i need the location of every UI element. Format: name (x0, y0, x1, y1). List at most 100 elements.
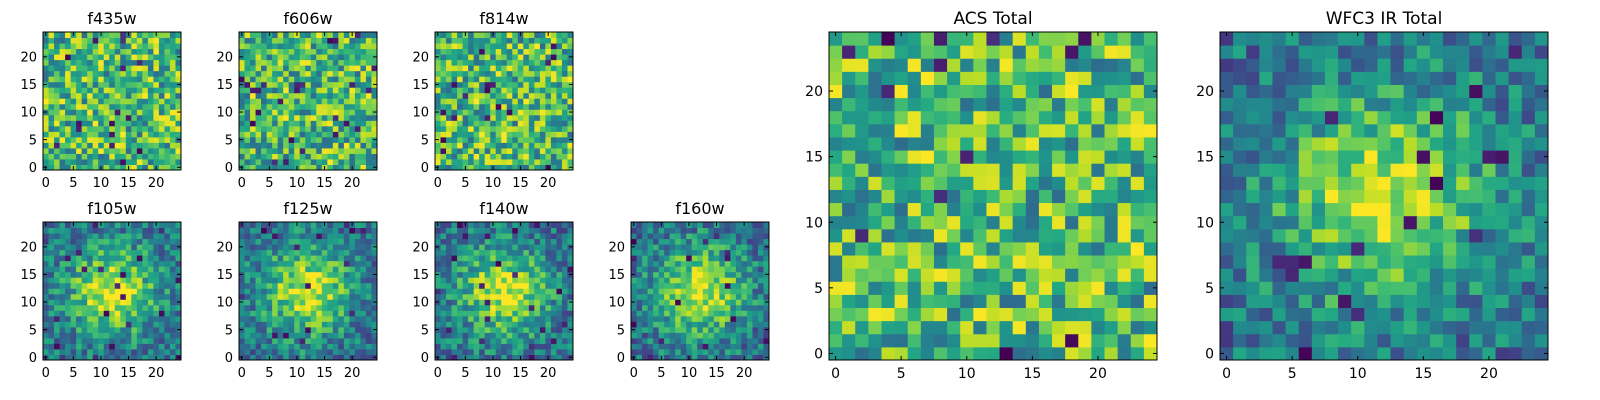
heatmap-cell (288, 37, 295, 44)
heatmap-cell (142, 76, 149, 83)
heatmap-cell (719, 255, 726, 262)
heatmap-cell (261, 315, 268, 322)
heatmap-cell (545, 304, 552, 311)
heatmap-cell (440, 266, 447, 273)
heatmap-cell (360, 153, 367, 160)
heatmap-cell (479, 164, 486, 171)
heatmap-cell (545, 142, 552, 149)
heatmap-cell (283, 304, 290, 311)
heatmap-cell (539, 147, 546, 154)
heatmap-cell (1130, 163, 1145, 177)
heatmap-cell (484, 337, 491, 344)
heatmap-cell (338, 59, 345, 66)
heatmap-cell (164, 315, 171, 322)
x-tick-label: 5 (69, 366, 77, 381)
heatmap-cell (680, 304, 687, 311)
heatmap-cell (316, 249, 323, 256)
heatmap-cell (451, 277, 458, 284)
heatmap-cell (255, 321, 262, 328)
heatmap-cell (239, 348, 246, 355)
heatmap-cell (109, 43, 116, 50)
heatmap-cell (933, 346, 948, 361)
heatmap-cell (288, 59, 295, 66)
heatmap-cell (539, 321, 546, 328)
heatmap-cell (87, 114, 94, 121)
heatmap-cell (686, 299, 693, 306)
heatmap-cell (153, 65, 160, 72)
heatmap-cell (1052, 333, 1066, 348)
heatmap-cell (855, 150, 869, 164)
heatmap-cell (702, 337, 709, 344)
heatmap-cell (479, 266, 486, 273)
heatmap-cell (360, 98, 367, 105)
heatmap-cell (468, 164, 475, 171)
heatmap-cell (103, 158, 110, 165)
heatmap-cell (763, 348, 770, 355)
heatmap-cell (288, 43, 295, 50)
heatmap-cell (1065, 202, 1079, 217)
heatmap-cell (76, 304, 83, 311)
heatmap-cell (48, 48, 55, 55)
heatmap-cell (142, 109, 149, 116)
heatmap-cell (277, 222, 284, 229)
heatmap-cell (142, 158, 149, 165)
heatmap-cell (365, 233, 372, 240)
heatmap-cell (147, 354, 154, 361)
heatmap-cell (440, 43, 447, 50)
heatmap-cell (446, 54, 453, 61)
heatmap-cell (561, 131, 568, 138)
heatmap-cell (462, 109, 469, 116)
heatmap-cell (457, 255, 464, 262)
heatmap-cell (338, 260, 345, 267)
heatmap-cell (288, 222, 295, 229)
heatmap-cell (332, 332, 339, 339)
heatmap-cell (59, 293, 66, 300)
heatmap-cell (239, 282, 246, 289)
heatmap-cell (539, 109, 546, 116)
heatmap-cell (131, 337, 138, 344)
heatmap-cell (517, 142, 524, 149)
heatmap-cell (131, 315, 138, 322)
heatmap-cell (272, 81, 279, 88)
heatmap-cell (244, 70, 251, 77)
heatmap-cell (147, 109, 154, 116)
heatmap-cell (294, 158, 301, 165)
heatmap-cell (327, 255, 334, 262)
heatmap-cell (512, 120, 519, 127)
heatmap-cell (539, 255, 546, 262)
heatmap-cell (327, 87, 334, 94)
heatmap-cell (158, 153, 165, 160)
heatmap-cell (272, 343, 279, 350)
heatmap-cell (283, 70, 290, 77)
heatmap-cell (239, 304, 246, 311)
heatmap-cell (642, 332, 649, 339)
heatmap-cell (294, 304, 301, 311)
heatmap-cell (713, 337, 720, 344)
heatmap-cell (310, 164, 317, 171)
heatmap-cell (907, 307, 922, 322)
heatmap-cell (294, 244, 301, 251)
heatmap-cell (147, 92, 154, 99)
heatmap-cell (59, 315, 66, 322)
heatmap-cell (763, 249, 770, 256)
heatmap-cell (164, 54, 171, 61)
heatmap-cell (680, 255, 687, 262)
heatmap-cell (484, 48, 491, 55)
x-tick-label: 10 (289, 176, 306, 191)
heatmap-cell (316, 337, 323, 344)
heatmap-cell (528, 114, 535, 121)
heatmap-cell (147, 125, 154, 132)
heatmap-cell (299, 153, 306, 160)
heatmap-cell (669, 332, 676, 339)
heatmap-cell (76, 164, 83, 171)
heatmap-cell (98, 76, 105, 83)
heatmap-cell (277, 142, 284, 149)
heatmap-cell (457, 315, 464, 322)
heatmap-cell (855, 268, 869, 282)
heatmap-cell (169, 158, 176, 165)
heatmap-cell (272, 249, 279, 256)
heatmap-cell (261, 271, 268, 278)
heatmap-cell (327, 293, 334, 300)
heatmap-cell (299, 32, 306, 39)
heatmap-cell (65, 293, 72, 300)
